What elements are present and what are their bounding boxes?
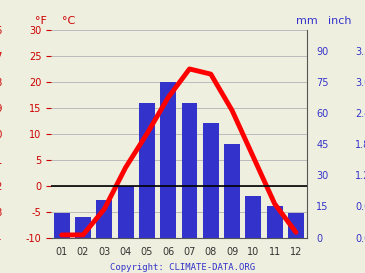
Bar (181, 103, 197, 238)
Bar (139, 103, 155, 238)
Text: mm: mm (296, 16, 318, 26)
Text: inch: inch (328, 16, 351, 26)
Bar (96, 200, 112, 238)
Bar (75, 217, 91, 238)
Text: °C: °C (62, 16, 76, 26)
Bar (118, 186, 134, 238)
Bar (203, 123, 219, 238)
Bar (288, 213, 304, 238)
Text: °F: °F (35, 16, 47, 26)
Bar (160, 82, 176, 238)
Bar (54, 213, 70, 238)
Bar (245, 196, 261, 238)
Bar (267, 206, 283, 238)
Bar (224, 144, 240, 238)
Text: Copyright: CLIMATE-DATA.ORG: Copyright: CLIMATE-DATA.ORG (110, 263, 255, 272)
